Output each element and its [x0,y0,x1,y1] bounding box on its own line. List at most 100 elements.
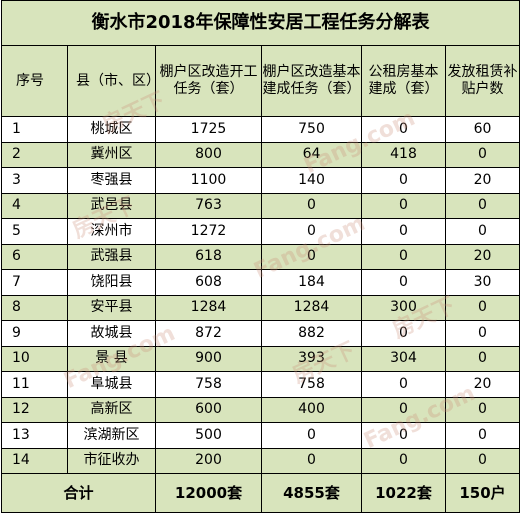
public-rental-cell: 0 [361,218,446,245]
header-cell-rent-subsidy: 发放租赁补贴户数 [444,45,520,117]
rent-subsidy-cell: 20 [444,167,520,194]
shantytown-complete-cell: 0 [261,243,362,270]
index-cell: 1 [1,116,68,143]
shantytown-complete-cell: 184 [261,269,362,296]
public-rental-cell: 0 [361,192,446,219]
shantytown-start-cell: 758 [155,371,262,398]
public-rental-cell: 0 [361,243,446,270]
shantytown-start-cell: 200 [155,447,262,474]
index-cell: 10 [1,345,68,372]
table-row: 7 饶阳县 608 184 0 30 [1,269,520,296]
public-rental-cell: 0 [361,167,446,194]
county-cell: 安平县 [67,294,156,321]
header-cell-shantytown-start: 棚户区改造开工任务（套） [155,45,262,117]
index-cell: 5 [1,218,68,245]
table-row: 5 深州市 1272 0 0 0 [1,218,520,245]
header-cell-county: 县（市、区） [67,45,156,117]
table-title: 衡水市2018年保障性安居工程任务分解表 [0,0,520,46]
table-row: 1 桃城区 1725 750 0 60 [1,116,520,143]
county-cell: 枣强县 [67,167,156,194]
shantytown-start-cell: 1725 [155,116,262,143]
shantytown-start-cell: 763 [155,192,262,219]
county-cell: 故城县 [67,320,156,347]
shantytown-complete-cell: 882 [261,320,362,347]
index-cell: 13 [1,422,68,449]
public-rental-cell: 0 [361,371,446,398]
shantytown-start-cell: 1100 [155,167,262,194]
index-cell: 11 [1,371,68,398]
rent-subsidy-cell: 0 [444,422,520,449]
shantytown-complete-cell: 1284 [261,294,362,321]
table-row: 4 武邑县 763 0 0 0 [1,192,520,219]
rent-subsidy-cell: 0 [444,345,520,372]
public-rental-cell: 418 [361,141,446,168]
table-row: 10 景 县 900 393 304 0 [1,345,520,372]
shantytown-complete-cell: 64 [261,141,362,168]
shantytown-complete-cell: 0 [261,192,362,219]
county-cell: 饶阳县 [67,269,156,296]
shantytown-complete-cell: 140 [261,167,362,194]
index-cell: 2 [1,141,68,168]
shantytown-start-cell: 500 [155,422,262,449]
shantytown-complete-cell: 750 [261,116,362,143]
table-row: 12 高新区 600 400 0 0 [1,396,520,423]
public-rental-cell: 304 [361,345,446,372]
county-cell: 阜城县 [67,371,156,398]
shantytown-start-cell: 1284 [155,294,262,321]
total-rent-subsidy: 150户 [444,473,520,513]
county-cell: 冀州区 [67,141,156,168]
total-row: 合计 12000套 4855套 1022套 150户 [1,473,520,513]
table-row: 11 阜城县 758 758 0 20 [1,371,520,398]
table-row: 9 故城县 872 882 0 0 [1,320,520,347]
rent-subsidy-cell: 0 [444,396,520,423]
table-row: 8 安平县 1284 1284 300 0 [1,294,520,321]
public-rental-cell: 0 [361,396,446,423]
header-row: 序号 县（市、区） 棚户区改造开工任务（套） 棚户区改造基本建成任务（套） 公租… [1,45,520,117]
shantytown-start-cell: 600 [155,396,262,423]
total-label: 合计 [1,473,156,513]
shantytown-complete-cell: 0 [261,422,362,449]
rent-subsidy-cell: 0 [444,294,520,321]
rent-subsidy-cell: 0 [444,218,520,245]
shantytown-complete-cell: 393 [261,345,362,372]
rent-subsidy-cell: 20 [444,243,520,270]
header-cell-index: 序号 [1,45,68,117]
shantytown-complete-cell: 400 [261,396,362,423]
index-cell: 12 [1,396,68,423]
rent-subsidy-cell: 0 [444,447,520,474]
county-cell: 滨湖新区 [67,422,156,449]
header-cell-shantytown-complete: 棚户区改造基本建成任务（套） [261,45,362,117]
header-cell-public-rental: 公租房基本建成（套） [361,45,446,117]
table-row: 3 枣强县 1100 140 0 20 [1,167,520,194]
county-cell: 桃城区 [67,116,156,143]
shantytown-complete-cell: 0 [261,218,362,245]
shantytown-complete-cell: 758 [261,371,362,398]
rent-subsidy-cell: 20 [444,371,520,398]
index-cell: 14 [1,447,68,474]
county-cell: 武邑县 [67,192,156,219]
rent-subsidy-cell: 0 [444,141,520,168]
shantytown-start-cell: 608 [155,269,262,296]
rent-subsidy-cell: 30 [444,269,520,296]
county-cell: 景 县 [67,345,156,372]
table-row: 14 市征收办 200 0 0 0 [1,447,520,474]
index-cell: 8 [1,294,68,321]
county-cell: 市征收办 [67,447,156,474]
county-cell: 深州市 [67,218,156,245]
index-cell: 3 [1,167,68,194]
index-cell: 7 [1,269,68,296]
total-shantytown-start: 12000套 [155,473,262,513]
total-shantytown-complete: 4855套 [261,473,362,513]
public-rental-cell: 300 [361,294,446,321]
public-rental-cell: 0 [361,269,446,296]
county-cell: 武强县 [67,243,156,270]
public-rental-cell: 0 [361,447,446,474]
public-rental-cell: 0 [361,116,446,143]
index-cell: 9 [1,320,68,347]
index-cell: 6 [1,243,68,270]
table-row: 6 武强县 618 0 0 20 [1,243,520,270]
shantytown-start-cell: 1272 [155,218,262,245]
shantytown-start-cell: 872 [155,320,262,347]
